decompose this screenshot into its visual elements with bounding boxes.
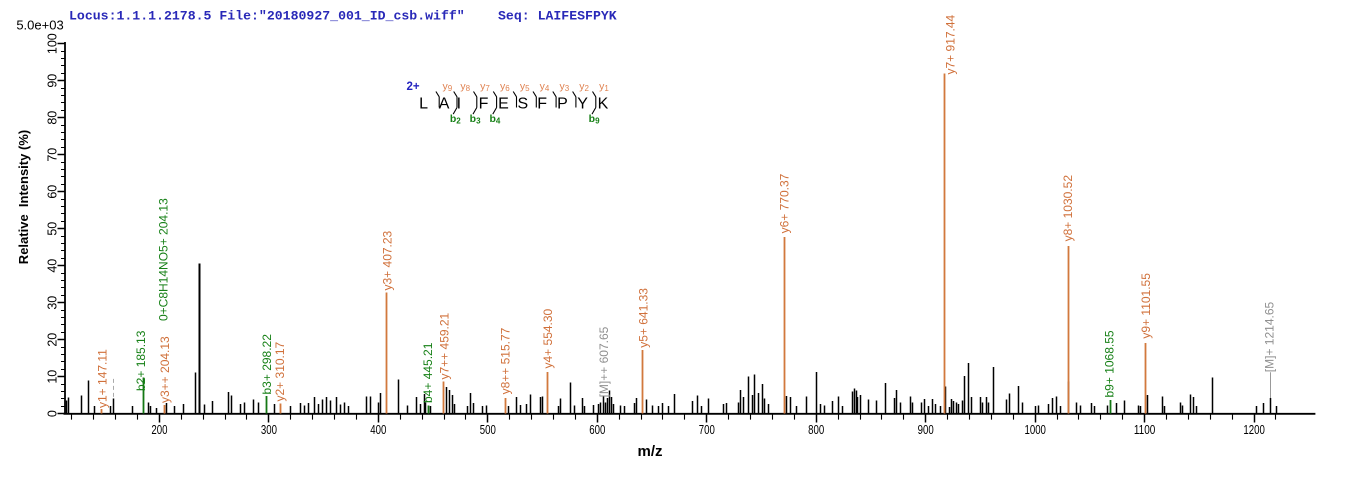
svg-text:700: 700 [699,423,715,437]
svg-text:L: L [419,95,428,112]
svg-text:y2+ 310.17: y2+ 310.17 [273,341,287,401]
svg-text:y7+ 917.44: y7+ 917.44 [944,14,958,74]
svg-text:1100: 1100 [1134,423,1156,437]
svg-text:1200: 1200 [1243,423,1265,437]
svg-text:b9: b9 [589,113,600,126]
svg-text:[M]+ 1214.65: [M]+ 1214.65 [1263,301,1277,372]
svg-text:10: 10 [46,370,60,384]
svg-text:b2+ 185.13: b2+ 185.13 [134,330,148,391]
svg-text:F: F [479,95,489,112]
svg-text:Y: Y [577,95,588,112]
svg-text:5.0e+03: 5.0e+03 [16,17,63,32]
svg-text:0: 0 [46,410,60,417]
svg-text:y9+ 1101.55: y9+ 1101.55 [1139,273,1153,339]
svg-text:90: 90 [46,74,60,88]
svg-text:y8++ 515.77: y8++ 515.77 [499,327,513,394]
svg-text:y7: y7 [480,81,490,94]
svg-text:y9: y9 [443,81,453,94]
svg-text:y3: y3 [559,81,569,94]
svg-text:b3+ 298.22: b3+ 298.22 [260,334,274,395]
svg-text:m/z: m/z [637,443,662,460]
svg-text:y8+ 1030.52: y8+ 1030.52 [1061,175,1075,242]
svg-text:y1: y1 [599,81,609,94]
svg-text:50: 50 [46,222,60,236]
svg-text:20: 20 [46,333,60,347]
svg-text:800: 800 [808,423,824,437]
svg-text:b2: b2 [450,113,461,126]
svg-text:500: 500 [480,423,496,437]
svg-text:b3: b3 [470,113,481,126]
svg-text:y2: y2 [579,81,589,94]
svg-text:Relative Intensity (%): Relative Intensity (%) [16,130,31,264]
svg-text:I: I [457,95,461,112]
svg-text:b4: b4 [489,113,500,126]
svg-text:300: 300 [261,423,277,437]
svg-text:70: 70 [46,148,60,162]
svg-text:Seq: LAIFESFPYK: Seq: LAIFESFPYK [498,9,617,24]
svg-text:y4+ 554.30: y4+ 554.30 [541,308,555,368]
svg-text:E: E [498,95,509,112]
svg-text:80: 80 [46,111,60,125]
svg-text:y5+ 641.33: y5+ 641.33 [636,288,650,348]
svg-text:60: 60 [46,185,60,199]
svg-text:600: 600 [589,423,605,437]
svg-text:y3+ 407.23: y3+ 407.23 [380,230,394,290]
svg-text:A: A [439,95,450,112]
svg-text:y3++ 204.13: y3++ 204.13 [158,336,172,403]
svg-text:400: 400 [370,423,386,437]
svg-text:K: K [598,95,609,112]
svg-text:P: P [557,95,568,112]
svg-text:30: 30 [46,296,60,310]
svg-text:[M]++ 607.65: [M]++ 607.65 [597,326,611,397]
svg-text:b9+ 1068.55: b9+ 1068.55 [1103,330,1117,397]
svg-text:200: 200 [151,423,167,437]
svg-text:y4: y4 [540,81,550,94]
svg-text:900: 900 [918,423,934,437]
svg-text:F: F [537,95,547,112]
svg-text:2+: 2+ [407,81,420,93]
svg-text:S: S [517,95,528,112]
svg-text:y5: y5 [520,81,530,94]
svg-text:b4+ 445.21: b4+ 445.21 [421,342,435,403]
svg-text:y1+ 147.11: y1+ 147.11 [96,349,110,408]
svg-text:y7++ 459.21: y7++ 459.21 [437,312,451,379]
svg-text:Locus:1.1.1.2178.5 File:"20180: Locus:1.1.1.2178.5 File:"20180927_001_ID… [69,9,465,24]
svg-text:1000: 1000 [1024,423,1046,437]
svg-text:100: 100 [46,33,60,54]
svg-text:40: 40 [46,259,60,273]
svg-text:y6+ 770.37: y6+ 770.37 [778,173,792,233]
svg-text:y6: y6 [500,81,510,94]
svg-text:y8: y8 [460,81,470,94]
svg-text:0+C8H14NO5+ 204.13: 0+C8H14NO5+ 204.13 [157,198,171,321]
